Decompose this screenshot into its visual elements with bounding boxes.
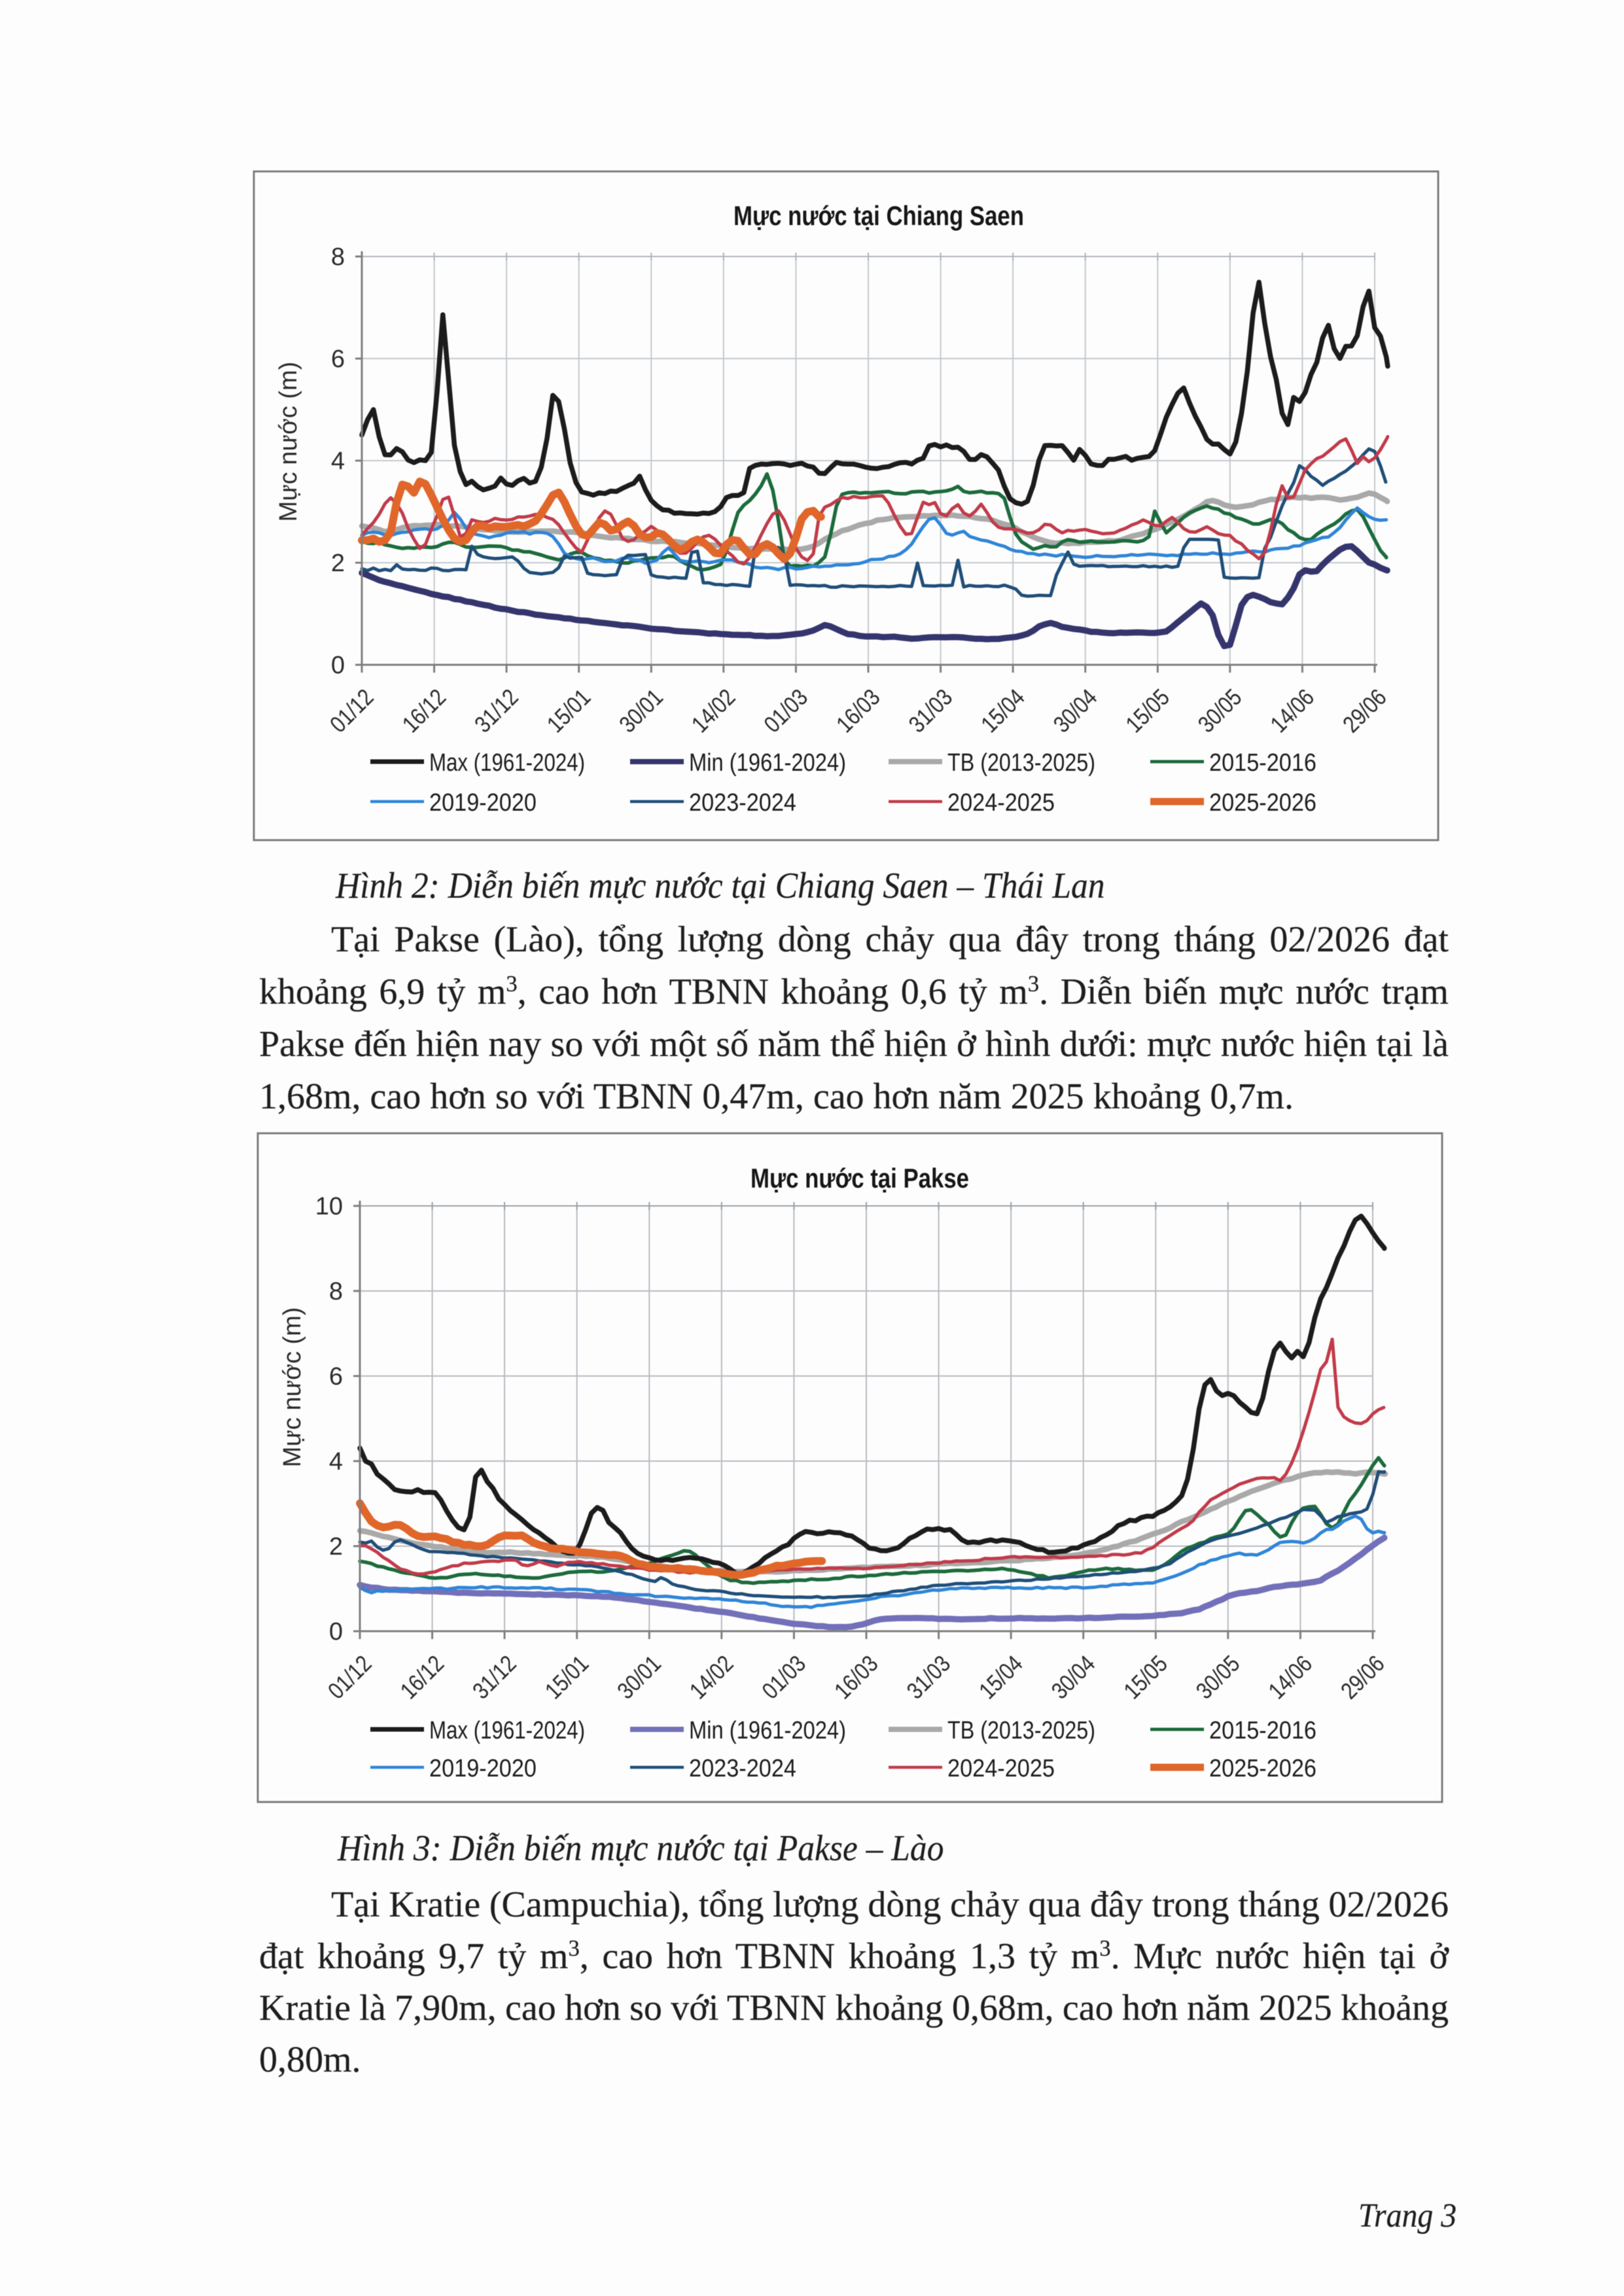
svg-text:2019-2020: 2019-2020 [429,1755,537,1782]
svg-text:2015-2016: 2015-2016 [1209,1717,1316,1744]
svg-text:4: 4 [331,448,345,475]
svg-text:Mực nước (m): Mực nước (m) [275,362,302,522]
svg-text:2025-2026: 2025-2026 [1209,1755,1316,1782]
svg-text:8: 8 [329,1278,343,1305]
svg-text:2019-2020: 2019-2020 [429,789,537,817]
svg-text:Min (1961-2024): Min (1961-2024) [689,749,846,777]
svg-text:2025-2026: 2025-2026 [1209,789,1316,817]
svg-text:TB (2013-2025): TB (2013-2025) [947,1717,1095,1744]
svg-text:2: 2 [331,550,345,577]
svg-text:Min (1961-2024): Min (1961-2024) [689,1717,846,1744]
svg-text:TB (2013-2025): TB (2013-2025) [947,749,1095,777]
svg-text:2015-2016: 2015-2016 [1209,749,1316,777]
svg-text:Max (1961-2024): Max (1961-2024) [429,1717,585,1744]
svg-text:6: 6 [331,345,345,373]
svg-text:2024-2025: 2024-2025 [947,1755,1055,1782]
svg-text:2024-2025: 2024-2025 [947,789,1055,817]
svg-text:Mực nước (m): Mực nước (m) [279,1307,306,1468]
svg-text:6: 6 [329,1363,343,1390]
svg-text:8: 8 [331,243,345,271]
svg-text:0: 0 [331,652,345,679]
svg-text:4: 4 [329,1448,343,1475]
svg-text:Mực nước tại Chiang Saen: Mực nước tại Chiang Saen [733,200,1024,231]
svg-text:0: 0 [329,1618,343,1646]
svg-text:Max (1961-2024): Max (1961-2024) [429,749,585,777]
svg-text:2: 2 [329,1533,343,1561]
svg-text:Mực nước tại Pakse: Mực nước tại Pakse [750,1163,969,1193]
svg-text:2023-2024: 2023-2024 [689,789,796,817]
svg-text:2023-2024: 2023-2024 [689,1755,796,1782]
svg-text:10: 10 [315,1193,343,1220]
